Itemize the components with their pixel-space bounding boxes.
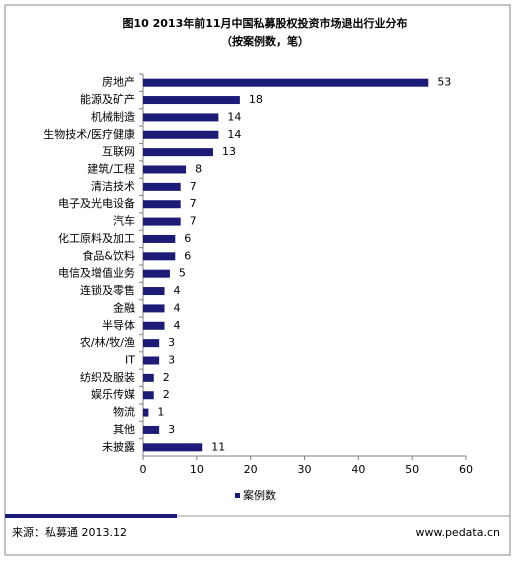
chart-subtitle: （按案例数，笔） [221,34,309,48]
y-tick-label: 食品&饮料 [82,248,135,262]
footer-accent [5,514,177,518]
bar [143,165,187,174]
y-tick-label: 能源及矿产 [80,92,135,106]
y-tick-label: 房地产 [102,75,135,89]
value-label: 18 [249,93,263,106]
y-tick-label: 清洁技术 [91,180,135,193]
y-tick-label: 农/林/牧/渔 [80,335,135,349]
legend-swatch [235,493,240,498]
bar [143,96,240,105]
bar [143,339,160,348]
bar [143,287,165,296]
y-tick-label: 汽车 [113,214,135,228]
y-tick-label: 娱乐传媒 [91,387,135,401]
value-label: 53 [437,76,451,89]
value-label: 8 [195,163,202,176]
y-tick-label: 电信及增值业务 [58,266,135,280]
x-tick-label: 60 [459,463,473,476]
y-tick-label: 纺织及服装 [80,370,135,384]
bar [143,391,154,400]
bar [143,78,429,87]
value-label: 2 [163,371,170,384]
value-label: 3 [168,336,175,349]
value-label: 4 [174,284,181,297]
y-tick-label: 其他 [113,423,135,436]
x-tick-label: 50 [405,463,419,476]
bar [143,130,219,139]
value-label: 13 [222,145,236,158]
value-label: 3 [168,423,175,436]
value-label: 6 [184,249,191,262]
bar [143,321,165,330]
legend-label: 案例数 [243,488,276,502]
x-tick-label: 10 [190,463,204,476]
x-tick-label: 40 [351,463,365,476]
value-label: 5 [179,267,186,280]
value-label: 11 [211,440,225,453]
bar [143,356,160,365]
value-label: 1 [157,406,164,419]
bar [143,252,176,261]
source: 来源：私募通 2013.12 [12,525,127,539]
value-label: 3 [168,354,175,367]
value-label: 7 [190,215,197,228]
bar [143,269,170,278]
bar [143,148,213,157]
bar [143,443,203,452]
bar [143,200,181,209]
chart-title: 图10 2013年前11月中国私募股权投资市场退出行业分布 [122,16,407,30]
y-tick-label: 电子及光电设备 [58,196,135,210]
y-tick-label: 机械制造 [91,109,135,123]
y-tick-label: 互联网 [102,145,135,158]
value-label: 14 [227,110,241,123]
y-tick-label: IT [125,354,135,367]
x-tick-label: 0 [140,463,147,476]
y-tick-label: 生物技术/医疗健康 [43,127,135,141]
y-tick-label: 化工原料及加工 [58,231,135,245]
x-tick-label: 20 [244,463,258,476]
bar [143,182,181,191]
value-label: 7 [190,197,197,210]
bar [143,304,165,313]
y-tick-label: 未披露 [102,439,135,453]
bar [143,234,176,243]
bar [143,113,219,122]
bar [143,217,181,226]
y-tick-label: 金融 [113,300,135,314]
value-label: 6 [184,232,191,245]
bar [143,373,154,382]
y-tick-label: 物流 [113,405,135,419]
value-label: 14 [227,128,241,141]
x-tick-label: 30 [298,463,312,476]
value-label: 2 [163,388,170,401]
value-label: 4 [174,319,181,332]
y-tick-label: 建筑/工程 [87,162,135,176]
value-label: 4 [174,301,181,314]
y-tick-label: 连锁及零售 [80,283,135,297]
y-tick-label: 半导体 [102,318,135,332]
bar [143,408,149,417]
value-label: 7 [190,180,197,193]
frame [4,4,511,556]
bar [143,425,160,434]
website: www.pedata.cn [415,526,500,539]
